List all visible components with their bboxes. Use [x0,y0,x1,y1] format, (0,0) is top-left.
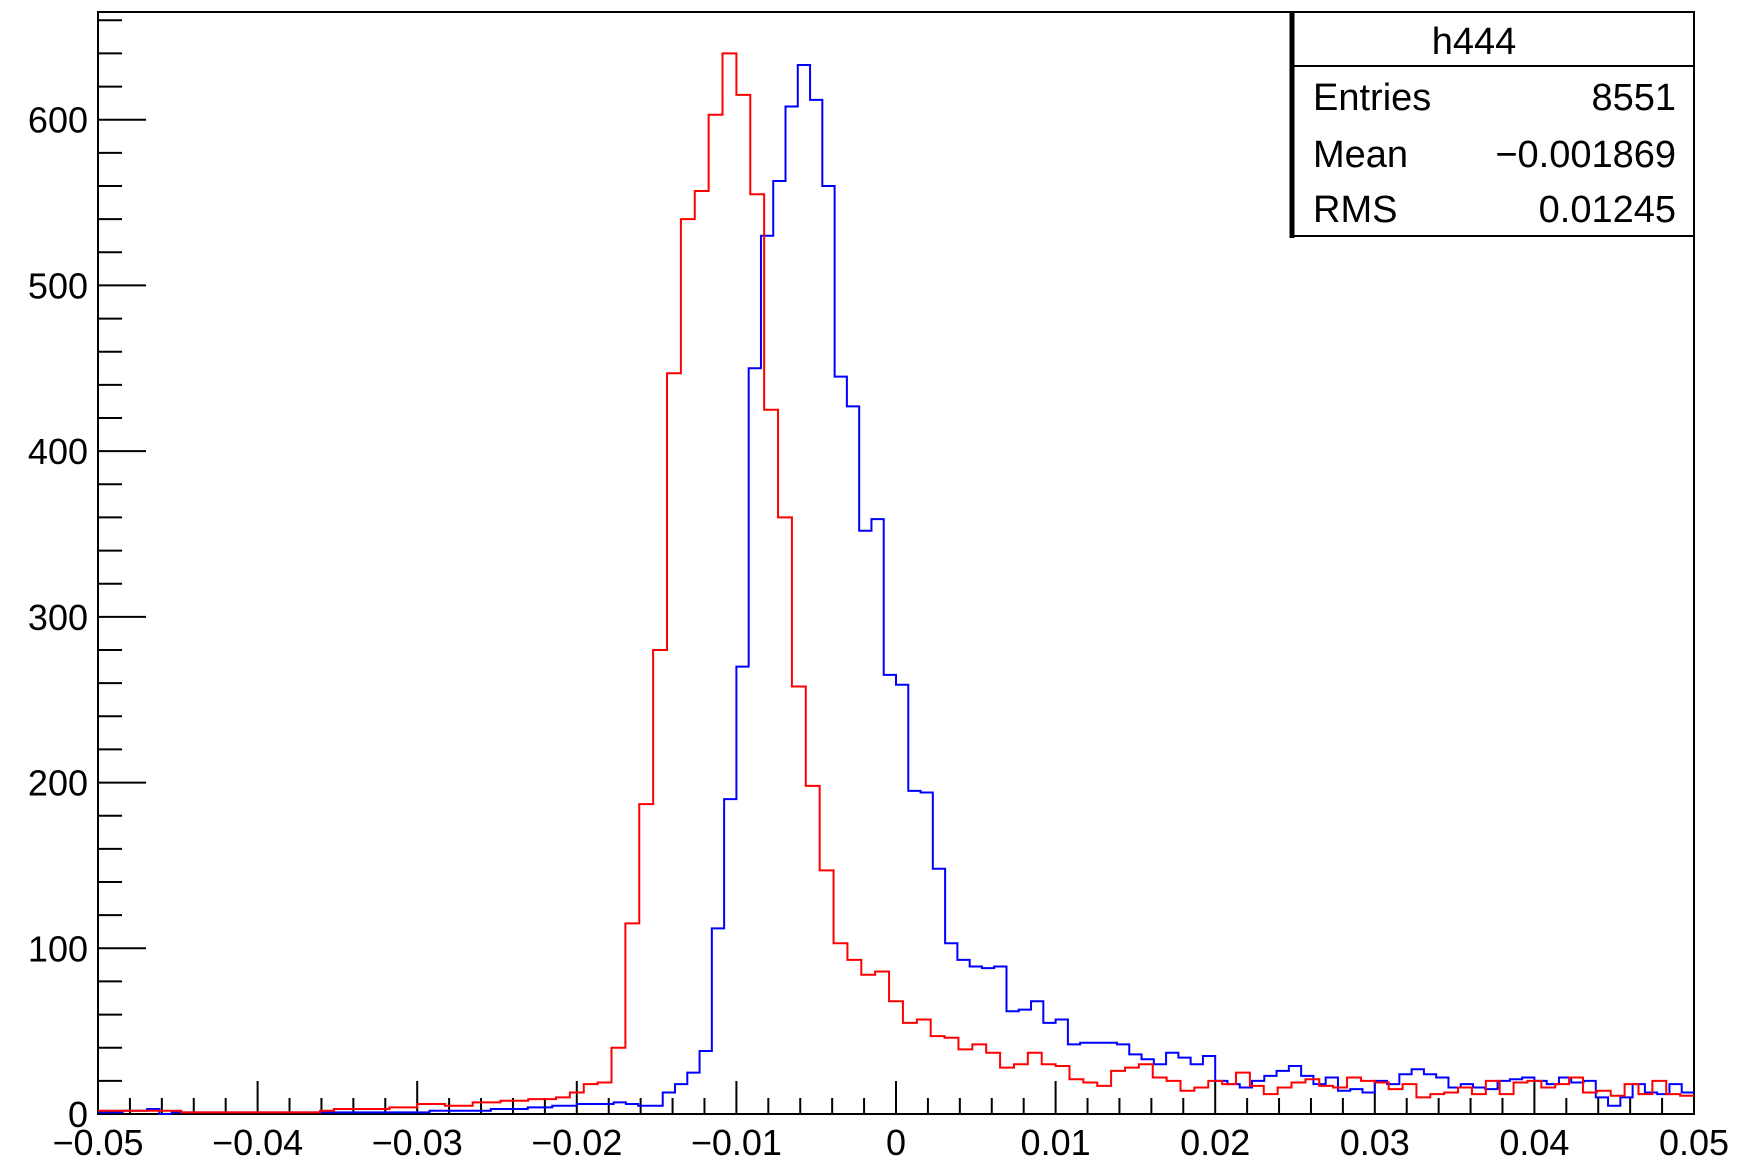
x-tick-label: −0.01 [691,1122,782,1163]
x-tick-label: 0.04 [1499,1122,1569,1163]
stats-value-rms: 0.01245 [1539,189,1676,231]
stats-box: h444 Entries 8551 Mean −0.001869 RMS 0.0… [1289,11,1695,238]
stats-label-mean: Mean [1313,134,1408,176]
x-tick-label: 0.02 [1180,1122,1250,1163]
y-tick-label: 600 [28,100,88,141]
y-tick-label: 100 [28,928,88,969]
histogram-series [98,52,1694,1115]
x-tick-label: −0.05 [52,1122,143,1163]
stats-label-rms: RMS [1313,189,1397,231]
stats-value-entries: 8551 [1591,77,1676,119]
x-tick-label: 0 [886,1122,906,1163]
y-tick-label: 400 [28,431,88,472]
x-tick-label: 0.05 [1659,1122,1729,1163]
x-tick-label: 0.01 [1021,1122,1091,1163]
stats-value-mean: −0.001869 [1495,134,1676,176]
x-tick-label: −0.04 [212,1122,303,1163]
stats-box-frame [1291,11,1695,237]
x-tick-label: 0.03 [1340,1122,1410,1163]
histogram-series-1 [98,52,1694,1114]
y-tick-label: 300 [28,597,88,638]
y-tick-label: 200 [28,763,88,804]
y-tick-label: 500 [28,265,88,306]
y-tick-label: 0 [68,1094,88,1135]
axis-tick-labels: −0.05 −0.04 −0.03 −0.02 −0.01 0 0.01 0.02 0.03 0.… [28,100,1729,1163]
stats-label-entries: Entries [1313,77,1431,119]
x-tick-label: −0.03 [372,1122,463,1163]
x-tick-label: −0.02 [531,1122,622,1163]
histogram-series-0 [98,64,1694,1115]
stats-box-title: h444 [1432,21,1517,63]
